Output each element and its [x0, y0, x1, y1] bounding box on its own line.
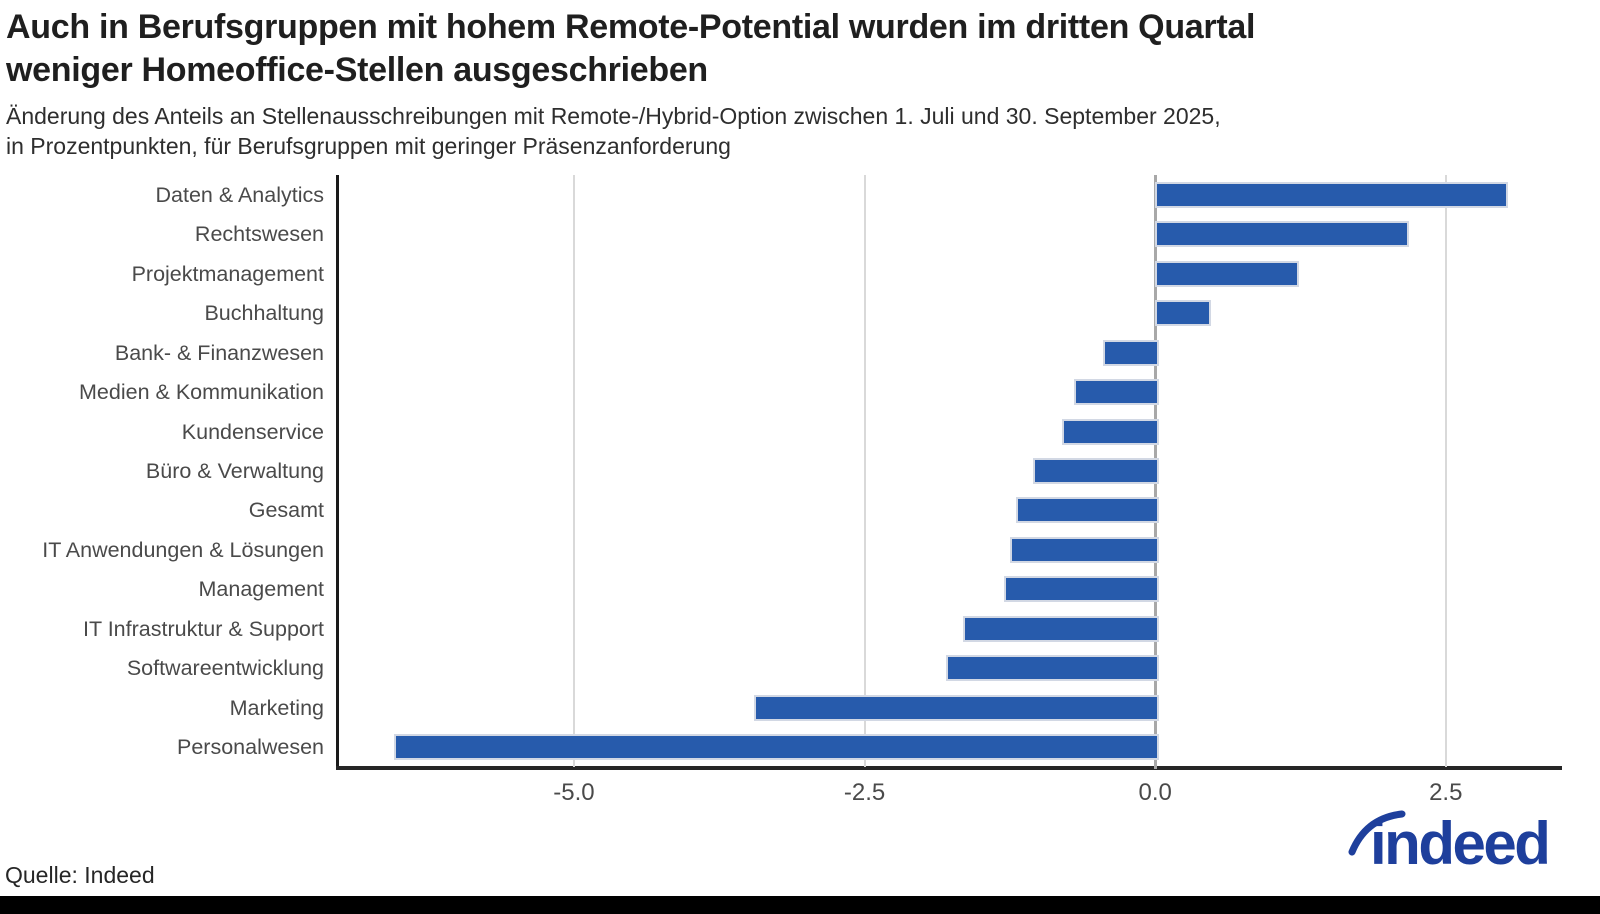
source-label: Quelle: Indeed — [5, 862, 155, 888]
category-label: Management — [198, 577, 325, 602]
category-label: Medien & Kommunikation — [79, 380, 324, 405]
bottom-black-band — [0, 896, 1600, 914]
indeed-logo-text: indeed — [1370, 810, 1551, 877]
category-label: Rechtswesen — [194, 222, 324, 247]
x-axis-tick-label: -5.0 — [553, 779, 595, 806]
bar — [1155, 181, 1508, 208]
bar — [393, 734, 1160, 761]
category-label: Personalwesen — [176, 735, 324, 760]
category-label: Gesamt — [248, 498, 324, 523]
category-label: Projektmanagement — [131, 261, 324, 286]
plot-area — [338, 175, 1562, 769]
y-axis-line — [336, 175, 339, 770]
x-axis-tick-label: 2.5 — [1429, 779, 1463, 806]
bar — [1062, 418, 1160, 445]
chart-subtitle-line-2: in Prozentpunkten, für Berufsgruppen mit… — [6, 133, 731, 159]
category-label: IT Infrastruktur & Support — [83, 616, 324, 641]
bar — [1033, 458, 1160, 484]
bar — [1015, 497, 1160, 524]
bar — [1004, 576, 1160, 603]
bar — [1155, 221, 1410, 248]
grid-line — [572, 175, 575, 767]
chart-title-line-2: weniger Homeoffice-Stellen ausgeschriebe… — [6, 51, 708, 89]
swoosh-path — [1348, 810, 1406, 856]
category-label: Kundenservice — [181, 419, 324, 444]
grid-line — [1444, 175, 1447, 767]
bar — [1009, 536, 1160, 563]
bar — [1155, 260, 1299, 287]
indeed-logo: indeed — [1348, 800, 1592, 892]
category-label: Softwareentwicklung — [126, 656, 324, 681]
x-axis-tick-label: -2.5 — [843, 779, 886, 806]
bar — [1102, 339, 1160, 366]
category-label: Marketing — [229, 695, 324, 720]
grid-line — [863, 175, 866, 767]
x-axis-tick-label: 0.0 — [1138, 779, 1172, 806]
category-label: IT Anwendungen & Lösungen — [42, 537, 324, 562]
bar — [963, 615, 1160, 642]
indeed-logo-swoosh-icon — [1348, 810, 1406, 856]
category-label: Bank- & Finanzwesen — [114, 340, 324, 365]
category-label: Buchhaltung — [204, 301, 324, 326]
category-label: Büro & Verwaltung — [145, 459, 324, 483]
bar — [945, 655, 1160, 682]
x-axis-line — [336, 766, 1562, 770]
category-label: Daten & Analytics — [155, 182, 324, 207]
chart-subtitle-line-1: Änderung des Anteils an Stellenausschrei… — [6, 103, 1221, 129]
bar — [754, 694, 1160, 721]
bar — [1073, 379, 1160, 406]
bar — [1155, 300, 1212, 327]
chart-title-line-1: Auch in Berufsgruppen mit hohem Remote-P… — [6, 8, 1256, 46]
